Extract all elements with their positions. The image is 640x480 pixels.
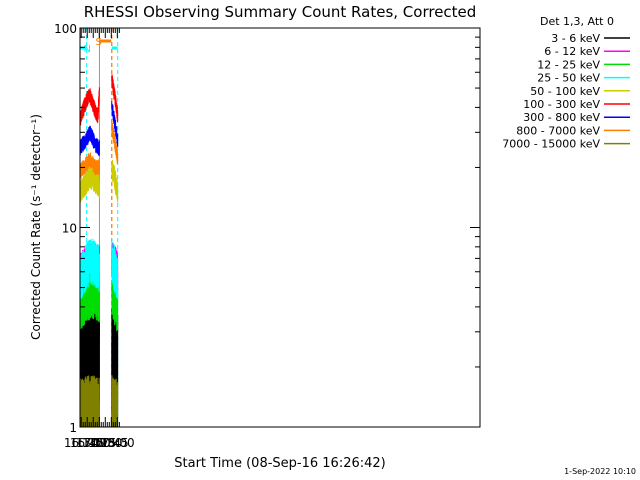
y-axis-label: Corrected Count Rate (s⁻¹ detector⁻¹) bbox=[29, 114, 43, 340]
legend-label-4: 50 - 100 keV bbox=[530, 85, 600, 98]
legend-header: Det 1,3, Att 0 bbox=[540, 15, 614, 28]
series-2-seg1 bbox=[79, 271, 100, 330]
legend-label-3: 25 - 50 keV bbox=[537, 72, 600, 85]
legend-label-1: 6 - 12 keV bbox=[544, 45, 600, 58]
y-tick-label-2: 100 bbox=[54, 22, 77, 36]
series-8-seg2 bbox=[111, 375, 119, 428]
plot-area: NS bbox=[79, 28, 119, 428]
series-4-seg2 bbox=[111, 159, 119, 203]
series-6-seg1 bbox=[79, 125, 100, 156]
annotation-label-2: S bbox=[95, 37, 101, 48]
legend-label-8: 7000 - 15000 keV bbox=[502, 138, 600, 151]
x-tick-label-0: 16:30 bbox=[64, 436, 99, 450]
series-7-seg1 bbox=[79, 152, 100, 179]
series-5-seg1 bbox=[79, 87, 100, 126]
series-4-seg1 bbox=[79, 165, 100, 203]
annotation-label-0: N bbox=[83, 44, 90, 55]
legend-label-2: 12 - 25 keV bbox=[537, 58, 600, 71]
series-7-seg2 bbox=[111, 120, 119, 165]
x-tick-label-3: 17:15 bbox=[82, 436, 117, 450]
legend-label-5: 100 - 300 keV bbox=[523, 98, 600, 111]
chart-title: RHESSI Observing Summary Count Rates, Co… bbox=[84, 3, 477, 21]
axes: 1 10 100 16:3016:4517:0017:1517:3017:4518:0… bbox=[54, 22, 480, 450]
footer-timestamp: 1-Sep-2022 10:10 bbox=[564, 467, 636, 476]
x-tick-label-2: 17:00 bbox=[76, 436, 111, 450]
x-axis-label: Start Time (08-Sep-16 16:26:42) bbox=[174, 456, 385, 471]
plot-frame bbox=[79, 27, 481, 428]
y-tick-label-0: 1 bbox=[69, 421, 77, 435]
legend-label-7: 800 - 7000 keV bbox=[516, 124, 600, 137]
x-tick-label-5: 17:45 bbox=[94, 436, 129, 450]
x-tick-label-4: 17:30 bbox=[88, 436, 123, 450]
series-2-seg2 bbox=[111, 269, 119, 332]
series-8-seg1 bbox=[79, 375, 100, 428]
x-tick-label-1: 16:45 bbox=[70, 436, 105, 450]
series-6-seg2 bbox=[111, 101, 119, 147]
legend-label-0: 3 - 6 keV bbox=[551, 32, 600, 45]
series-3-seg1 bbox=[79, 238, 100, 299]
y-tick-label-1: 10 bbox=[62, 222, 77, 236]
legend-label-6: 300 - 800 keV bbox=[523, 111, 600, 124]
series-3-seg2 bbox=[111, 238, 119, 300]
series-5-seg2 bbox=[111, 74, 119, 123]
x-tick-label-6: 18:00 bbox=[100, 436, 135, 450]
